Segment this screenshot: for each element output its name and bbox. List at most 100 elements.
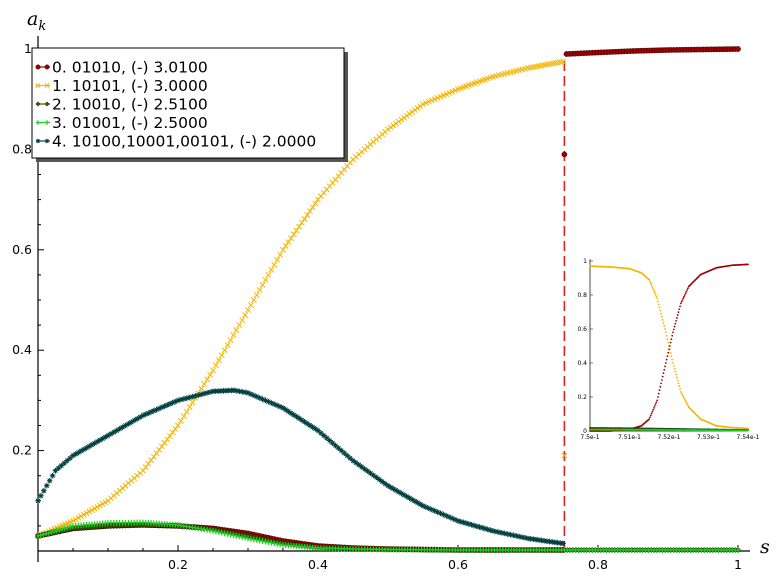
series-1-point	[94, 504, 101, 510]
inset-series-0-point	[664, 365, 666, 368]
series-1-point	[271, 261, 278, 268]
inset-series-1-point	[687, 404, 689, 407]
series-1-point	[189, 399, 196, 406]
series-4-point	[61, 460, 68, 466]
series-4-point	[307, 422, 313, 429]
series-1-point	[145, 460, 152, 467]
series-4-point	[277, 403, 283, 410]
series-4-point	[142, 411, 149, 418]
series-4-point	[282, 406, 289, 413]
series-4-point	[239, 389, 246, 395]
series-1-point	[164, 436, 171, 443]
x-tick-label: 0.8	[588, 557, 608, 572]
series-4-point	[364, 468, 371, 474]
series-4-point	[312, 425, 319, 432]
inset-series-0-point	[679, 305, 681, 308]
series-4-point	[183, 395, 190, 401]
inset-background	[566, 250, 758, 446]
series-1-point	[75, 514, 82, 521]
series-4-point	[426, 505, 432, 512]
series-3	[35, 519, 741, 553]
inset-series-1-point	[682, 395, 685, 398]
series-4-point	[46, 477, 53, 484]
series-1-point	[221, 347, 228, 354]
inset-series-0-point	[652, 408, 655, 411]
inset-plot: 0 0.2 0.4 0.6 0.8 1 7.5e-1 7.51e-1 7.52e-1 7.53e-…	[566, 250, 760, 446]
series-4-point	[245, 390, 251, 396]
inset-series-1-point	[650, 284, 653, 287]
inset-series-0-point	[651, 410, 654, 413]
series-4-point	[192, 393, 199, 399]
legend-marker-3	[35, 120, 41, 125]
y-axis-label-subscript: k	[38, 19, 46, 34]
inset-y-tick-label: 0.6	[577, 326, 587, 333]
series-4-point	[99, 435, 106, 442]
series-1-point	[561, 452, 568, 459]
inset-series-1-point	[659, 309, 662, 312]
series-4-point	[153, 406, 160, 413]
inset-series-0-point	[649, 416, 651, 419]
series-4-point	[318, 430, 324, 436]
inset-series-1-point	[654, 293, 657, 296]
series-4-point	[145, 410, 152, 416]
series-1-point	[153, 450, 160, 457]
inset-series-0-point	[668, 345, 671, 347]
inset-series-1-point	[671, 358, 674, 361]
inset-series-0-point	[663, 368, 666, 371]
inset-series-1-point	[679, 388, 681, 390]
inset-x-tick-label: 7.53e-1	[697, 434, 720, 441]
series-1-point	[385, 126, 391, 133]
series-4-point	[446, 514, 453, 520]
series-4-point	[128, 419, 135, 425]
series-4-point	[341, 450, 348, 456]
x-tick-label: 1	[734, 557, 742, 572]
series-4-point	[248, 391, 254, 397]
series-4-point	[417, 501, 424, 508]
inset-series-0-point	[670, 338, 673, 341]
series-1-point	[70, 517, 76, 524]
legend-label-2: 2. 10010, (-) 2.5100	[52, 96, 208, 114]
inset-series-0-point	[654, 403, 657, 406]
inset-series-0-point	[684, 292, 687, 295]
series-4-point	[207, 389, 213, 395]
series-1-point	[215, 357, 222, 364]
series-4-point	[52, 467, 59, 474]
series-1-point	[183, 408, 190, 415]
series-1-point	[393, 120, 400, 127]
inset-y-tick-label: 0.2	[577, 394, 587, 401]
series-4-point	[519, 534, 525, 540]
series-4-point	[387, 484, 394, 491]
series-1-point	[224, 342, 231, 349]
inset-series-1-point	[670, 355, 673, 358]
series-4-point	[329, 440, 336, 446]
series-1-point	[285, 239, 292, 246]
inset-series-0-point	[667, 351, 670, 354]
series-4-point	[35, 498, 41, 504]
series-1-point	[175, 422, 181, 429]
series-3-point	[218, 530, 225, 536]
series-4-point	[347, 455, 353, 461]
legend-marker-2	[44, 101, 50, 107]
inset-x-tick-label: 7.5e-1	[580, 434, 599, 441]
series-1-point	[280, 246, 286, 253]
series-1	[35, 58, 568, 539]
legend-label-1: 1. 10101, (-) 3.0000	[52, 77, 208, 95]
series-4-point	[43, 482, 50, 489]
series-1-point	[96, 502, 103, 509]
series-4-point	[49, 472, 56, 479]
inset-series-0-point	[650, 412, 653, 415]
inset-series-1-point	[648, 278, 651, 281]
inset-y-tick-label: 0	[583, 428, 587, 435]
series-4-point	[175, 397, 181, 404]
inset-series-1-point	[675, 373, 678, 376]
inset-series-0-point	[666, 355, 669, 358]
inset-series-0-point	[656, 399, 659, 402]
series-4-point	[156, 405, 162, 412]
series-1-point	[296, 223, 303, 230]
series-1-point	[247, 302, 254, 308]
series-3-point	[227, 531, 234, 538]
inset-series-0-point	[681, 299, 684, 301]
series-3-point	[64, 524, 71, 531]
inset-series-1-point	[678, 385, 681, 388]
series-4-point	[140, 412, 146, 419]
